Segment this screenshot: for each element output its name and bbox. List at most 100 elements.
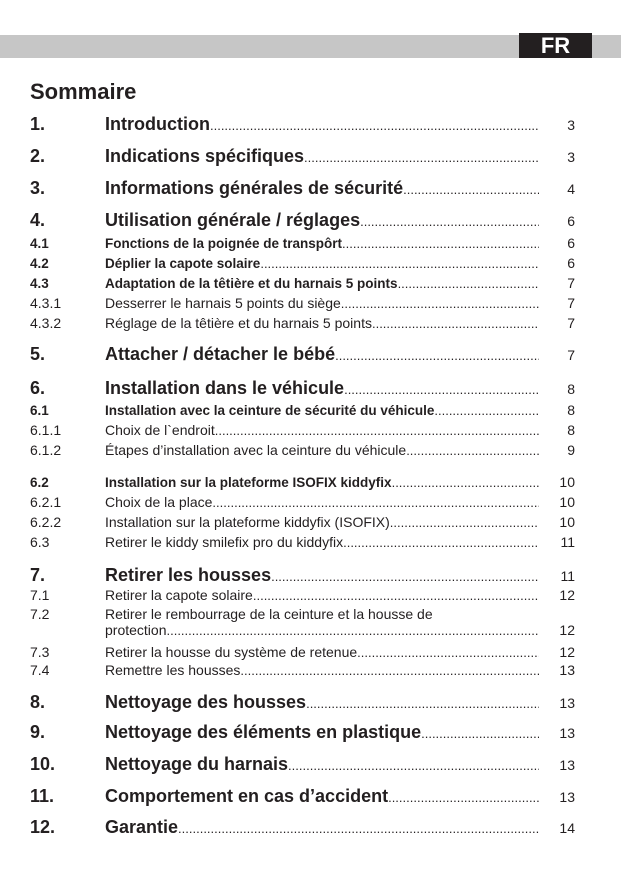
entry-number: 8. [30,692,46,712]
entry-number: 6.2 [30,475,49,490]
toc-entry[interactable]: 7.2 Retirer le rembourrage de la ceinture… [30,606,575,638]
entry-page: 14 [559,820,575,836]
dot-leader [341,296,539,311]
toc-entry[interactable]: 6.2.1 Choix de la place 10 [30,494,575,510]
entry-page: 10 [559,494,575,510]
entry-number: 7.4 [30,662,50,678]
entry-number: 6.1.1 [30,422,62,438]
entry-title: Installation avec la ceinture de sécurit… [105,403,435,418]
entry-page: 11 [560,534,575,550]
entry-page: 8 [567,381,575,397]
toc-entry[interactable]: 4.3 Adaptation de la têtière et du harnai… [30,275,575,291]
toc-entry[interactable]: 6.2.2 Installation sur la plateforme kidd… [30,514,575,530]
entry-number: 2. [30,146,46,166]
entry-title: Retirer les housses [105,565,272,585]
entry-number: 7. [30,565,46,585]
entry-title: Comportement en cas d’accident [105,786,389,806]
entry-page: 11 [560,568,575,584]
entry-title: Réglage de la têtière et du harnais 5 po… [105,315,372,331]
toc-entry[interactable]: 4.1 Fonctions de la poignée de transpôrt 6 [30,235,575,251]
toc-entry[interactable]: 7. Retirer les housses 11 [30,565,575,586]
dot-leader [304,150,539,165]
entry-number: 4.3 [30,276,49,291]
page-title: Sommaire [30,79,137,104]
entry-page: 12 [559,622,575,638]
toc-entry[interactable]: 7.3 Retirer la housse du système de reten… [30,644,575,660]
entry-number: 12. [30,817,56,837]
dot-leader [215,423,539,438]
toc-entry[interactable]: 7.1 Retirer la capote solaire 12 [30,587,575,603]
dot-leader [392,475,539,490]
toc-entry[interactable]: 8. Nettoyage des housses 13 [30,692,575,713]
entry-title: Choix de la place [105,494,213,510]
entry-title: Installation sur la plateforme ISOFIX ki… [105,475,392,490]
toc-entry[interactable]: 4.3.1 Desserrer le harnais 5 points du si… [30,295,575,311]
toc-entry[interactable]: 1. Introduction 3 [30,114,575,135]
toc-entry[interactable]: 6.3 Retirer le kiddy smilefix pro du kidd… [30,534,575,550]
entry-title: Adaptation de la têtière et du harnais 5… [105,276,398,291]
entry-page: 3 [567,117,575,133]
dot-leader [406,443,539,458]
toc-entry[interactable]: 4. Utilisation générale / réglages 6 [30,210,575,231]
toc-entry[interactable]: 7.4 Remettre les housses 13 [30,662,575,678]
dot-leader [240,663,539,678]
entry-number: 9. [30,722,46,742]
dot-leader [288,758,539,773]
dot-leader [253,588,539,603]
dot-leader [357,645,539,660]
dot-leader [260,256,539,271]
dot-leader [360,214,539,229]
toc-entry[interactable]: 6.1.1 Choix de l`endroit 8 [30,422,575,438]
entry-number: 4.3.2 [30,315,62,331]
toc-entry[interactable]: 6.2 Installation sur la plateforme ISOFIX… [30,474,575,490]
entry-number: 7.3 [30,644,50,660]
entry-number: 4.3.1 [30,295,62,311]
entry-title: Indications spécifiques [105,146,305,166]
entry-page: 12 [559,644,575,660]
toc-entry[interactable]: 6.1.2 Étapes d’installation avec la ceint… [30,442,575,458]
dot-leader [403,182,539,197]
entry-title: Installation dans le véhicule [105,378,345,398]
dot-leader [343,535,539,550]
dot-leader [306,696,539,711]
entry-title: Introduction [105,114,210,134]
dot-leader [166,623,539,638]
entry-page: 13 [559,662,575,678]
entry-page: 13 [559,725,575,741]
entry-page: 3 [567,149,575,165]
toc-entry[interactable]: 2. Indications spécifiques 3 [30,146,575,167]
entry-page: 4 [567,181,575,197]
dot-leader [372,316,539,331]
entry-page: 10 [559,514,575,530]
toc-entry[interactable]: 10. Nettoyage du harnais 13 [30,754,575,775]
toc-entry[interactable]: 6.1 Installation avec la ceinture de sécu… [30,402,575,418]
toc-entry[interactable]: 9. Nettoyage des éléments en plastique 13 [30,722,575,743]
entry-page: 7 [567,347,575,363]
entry-page: 12 [559,587,575,603]
toc-entry[interactable]: 5. Attacher / détacher le bébé 7 [30,344,575,365]
dot-leader [388,790,539,805]
toc-entry[interactable]: 6. Installation dans le véhicule 8 [30,378,575,399]
toc-entry[interactable]: 12. Garantie 14 [30,817,575,838]
entry-page: 6 [567,235,575,251]
entry-title: Nettoyage du harnais [105,754,289,774]
entry-number: 6.2.1 [30,494,62,510]
entry-page: 8 [567,402,575,418]
toc-entry[interactable]: 4.3.2 Réglage de la têtière et du harnais… [30,315,575,331]
toc-entry[interactable]: 4.2 Déplier la capote solaire 6 [30,255,575,271]
entry-page: 13 [559,789,575,805]
toc-entry[interactable]: 11. Comportement en cas d’accident 13 [30,786,575,807]
dot-leader [342,236,539,251]
entry-number: 6.1 [30,403,49,418]
entry-title: Retirer la capote solaire [105,587,253,603]
entry-number: 6.3 [30,534,50,550]
entry-title: Utilisation générale / réglages [105,210,361,230]
entry-number: 3. [30,178,46,198]
entry-page: 7 [567,295,575,311]
entry-title: Nettoyage des éléments en plastique [105,722,422,742]
dot-leader [335,348,539,363]
entry-page: 13 [559,695,575,711]
entry-page: 10 [559,474,575,490]
entry-page: 7 [567,275,575,291]
toc-entry[interactable]: 3. Informations générales de sécurité 4 [30,178,575,199]
